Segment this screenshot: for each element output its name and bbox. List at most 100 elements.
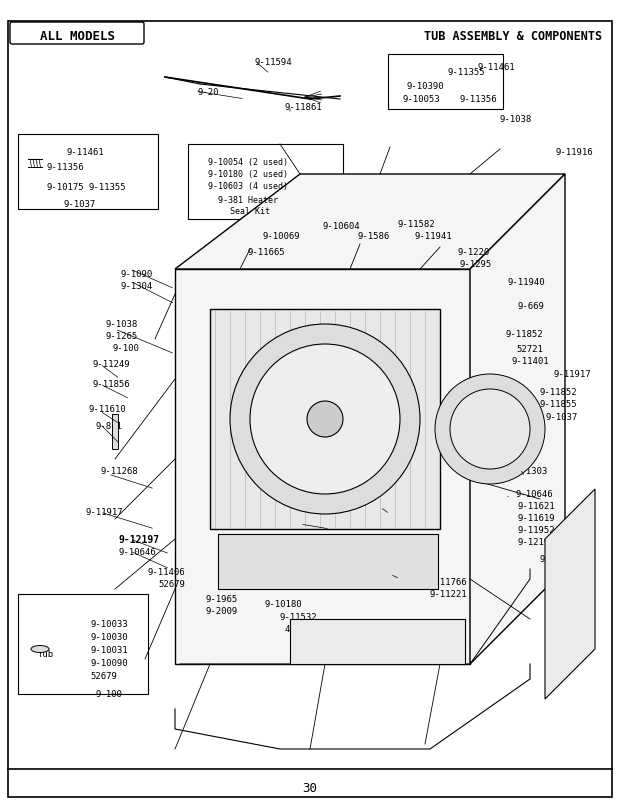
Text: 9-11855: 9-11855: [540, 400, 578, 409]
Text: 9-11356: 9-11356: [460, 95, 498, 104]
Circle shape: [450, 389, 530, 470]
Text: 9-10646: 9-10646: [118, 547, 156, 556]
Text: 9-11461: 9-11461: [66, 148, 104, 157]
Bar: [18, 135, 158, 210]
Text: 9-11355: 9-11355: [448, 68, 485, 77]
Text: 9-10090: 9-10090: [90, 659, 128, 667]
Text: 9-1038: 9-1038: [105, 320, 137, 328]
Bar: [210, 310, 440, 530]
Text: 9-11221: 9-11221: [430, 590, 467, 599]
Text: 52721: 52721: [516, 345, 543, 354]
Circle shape: [435, 375, 545, 484]
Text: 9-10054 (2 used): 9-10054 (2 used): [208, 158, 288, 167]
Text: 9-11594: 9-11594: [255, 58, 293, 67]
Text: 9-2009: 9-2009: [205, 607, 237, 616]
Text: 9-10647: 9-10647: [546, 620, 583, 629]
Text: 9-11582: 9-11582: [398, 220, 436, 229]
Text: 9-11356: 9-11356: [46, 163, 84, 172]
Text: 9-11917: 9-11917: [85, 508, 123, 517]
Text: 9-12197: 9-12197: [118, 534, 159, 544]
Text: 4-321: 4-321: [285, 624, 312, 633]
Text: 9-12197: 9-12197: [518, 538, 556, 547]
Text: 52679: 52679: [158, 579, 185, 588]
Text: 9-11268: 9-11268: [100, 466, 138, 475]
Text: 9-1304: 9-1304: [120, 281, 153, 290]
Text: 9-10603: 9-10603: [262, 519, 299, 528]
Text: 9-10175: 9-10175: [46, 182, 84, 191]
Text: 9-10390: 9-10390: [407, 82, 445, 91]
Text: 9-20: 9-20: [197, 88, 218, 97]
FancyBboxPatch shape: [10, 23, 144, 45]
Polygon shape: [112, 414, 118, 449]
Text: eReplacementParts.com: eReplacementParts.com: [217, 368, 403, 383]
Text: 9-10624: 9-10624: [430, 637, 467, 646]
Text: 9-10030: 9-10030: [90, 633, 128, 642]
Text: 9-100: 9-100: [95, 689, 122, 698]
Text: 52679: 52679: [90, 672, 117, 680]
Text: 9-11766: 9-11766: [430, 577, 467, 586]
Text: 9-11619: 9-11619: [518, 513, 556, 522]
Text: 9-10180: 9-10180: [265, 599, 303, 608]
Text: 9-871: 9-871: [95, 422, 122, 431]
Text: 9-11941: 9-11941: [415, 232, 453, 241]
Polygon shape: [175, 270, 470, 664]
Polygon shape: [290, 620, 465, 664]
Bar: [218, 534, 438, 590]
Text: TUB ASSEMBLY & COMPONENTS: TUB ASSEMBLY & COMPONENTS: [424, 29, 602, 42]
Text: 9-11621: 9-11621: [518, 501, 556, 510]
Text: 9-1037: 9-1037: [546, 413, 578, 422]
Text: 9-10646: 9-10646: [516, 489, 554, 499]
Polygon shape: [470, 175, 565, 664]
Text: 9-11917: 9-11917: [554, 370, 591, 379]
Ellipse shape: [31, 646, 49, 653]
Text: 9-11952: 9-11952: [518, 526, 556, 534]
Text: 9-11249: 9-11249: [92, 359, 130, 368]
Circle shape: [307, 401, 343, 437]
Text: 9-11406: 9-11406: [148, 568, 185, 577]
Text: 9-10033: 9-10033: [90, 620, 128, 629]
Text: Seal Kit: Seal Kit: [230, 207, 270, 216]
Text: 9-1303: 9-1303: [516, 466, 548, 475]
Text: 9-11856: 9-11856: [92, 380, 130, 388]
Text: 9-1295: 9-1295: [460, 260, 492, 268]
Text: 9-11852: 9-11852: [506, 329, 544, 338]
Text: 9-11355: 9-11355: [88, 182, 126, 191]
Text: 9-381 Heater: 9-381 Heater: [218, 195, 278, 204]
Text: 9-10180 (2 used): 9-10180 (2 used): [208, 169, 288, 178]
Text: 9-669: 9-669: [518, 302, 545, 311]
Polygon shape: [175, 175, 565, 270]
Text: 9-1965: 9-1965: [205, 594, 237, 603]
Text: 9-10567: 9-10567: [378, 504, 415, 513]
Text: 9-1220: 9-1220: [458, 247, 490, 257]
Text: 9-11852: 9-11852: [540, 388, 578, 397]
Text: 9-11386: 9-11386: [348, 544, 386, 553]
Bar: [188, 145, 343, 220]
Text: 9-11401: 9-11401: [512, 357, 549, 366]
Text: 9-1037: 9-1037: [63, 200, 95, 208]
Circle shape: [230, 324, 420, 514]
Text: 9-11861: 9-11861: [285, 103, 322, 112]
Text: 9-10604: 9-10604: [323, 221, 361, 230]
Text: 9-1586: 9-1586: [358, 232, 390, 241]
Text: 9-1090: 9-1090: [120, 270, 153, 279]
Text: 9-10031: 9-10031: [90, 646, 128, 654]
Text: 3-3846: 3-3846: [305, 647, 337, 656]
Text: Tub: Tub: [38, 649, 54, 659]
Text: 9-100: 9-100: [112, 344, 139, 353]
Text: ALL MODELS: ALL MODELS: [40, 29, 115, 42]
Text: 9-10069: 9-10069: [263, 232, 301, 241]
Text: 9-11940: 9-11940: [508, 277, 546, 286]
Circle shape: [250, 345, 400, 495]
Bar: [388, 55, 503, 109]
Text: 9-11610: 9-11610: [88, 405, 126, 414]
Text: 9-11665: 9-11665: [248, 247, 286, 257]
Text: 9-11232: 9-11232: [540, 554, 578, 564]
Text: 9-10564: 9-10564: [380, 569, 418, 578]
Text: 9-11532: 9-11532: [280, 612, 317, 621]
Text: 9-10053: 9-10053: [403, 95, 441, 104]
Text: 9-11916: 9-11916: [556, 148, 593, 157]
Text: 30: 30: [303, 781, 317, 794]
Polygon shape: [545, 489, 595, 699]
Text: 9-10603 (4 used): 9-10603 (4 used): [208, 182, 288, 191]
Text: 9-11235: 9-11235: [348, 519, 386, 528]
